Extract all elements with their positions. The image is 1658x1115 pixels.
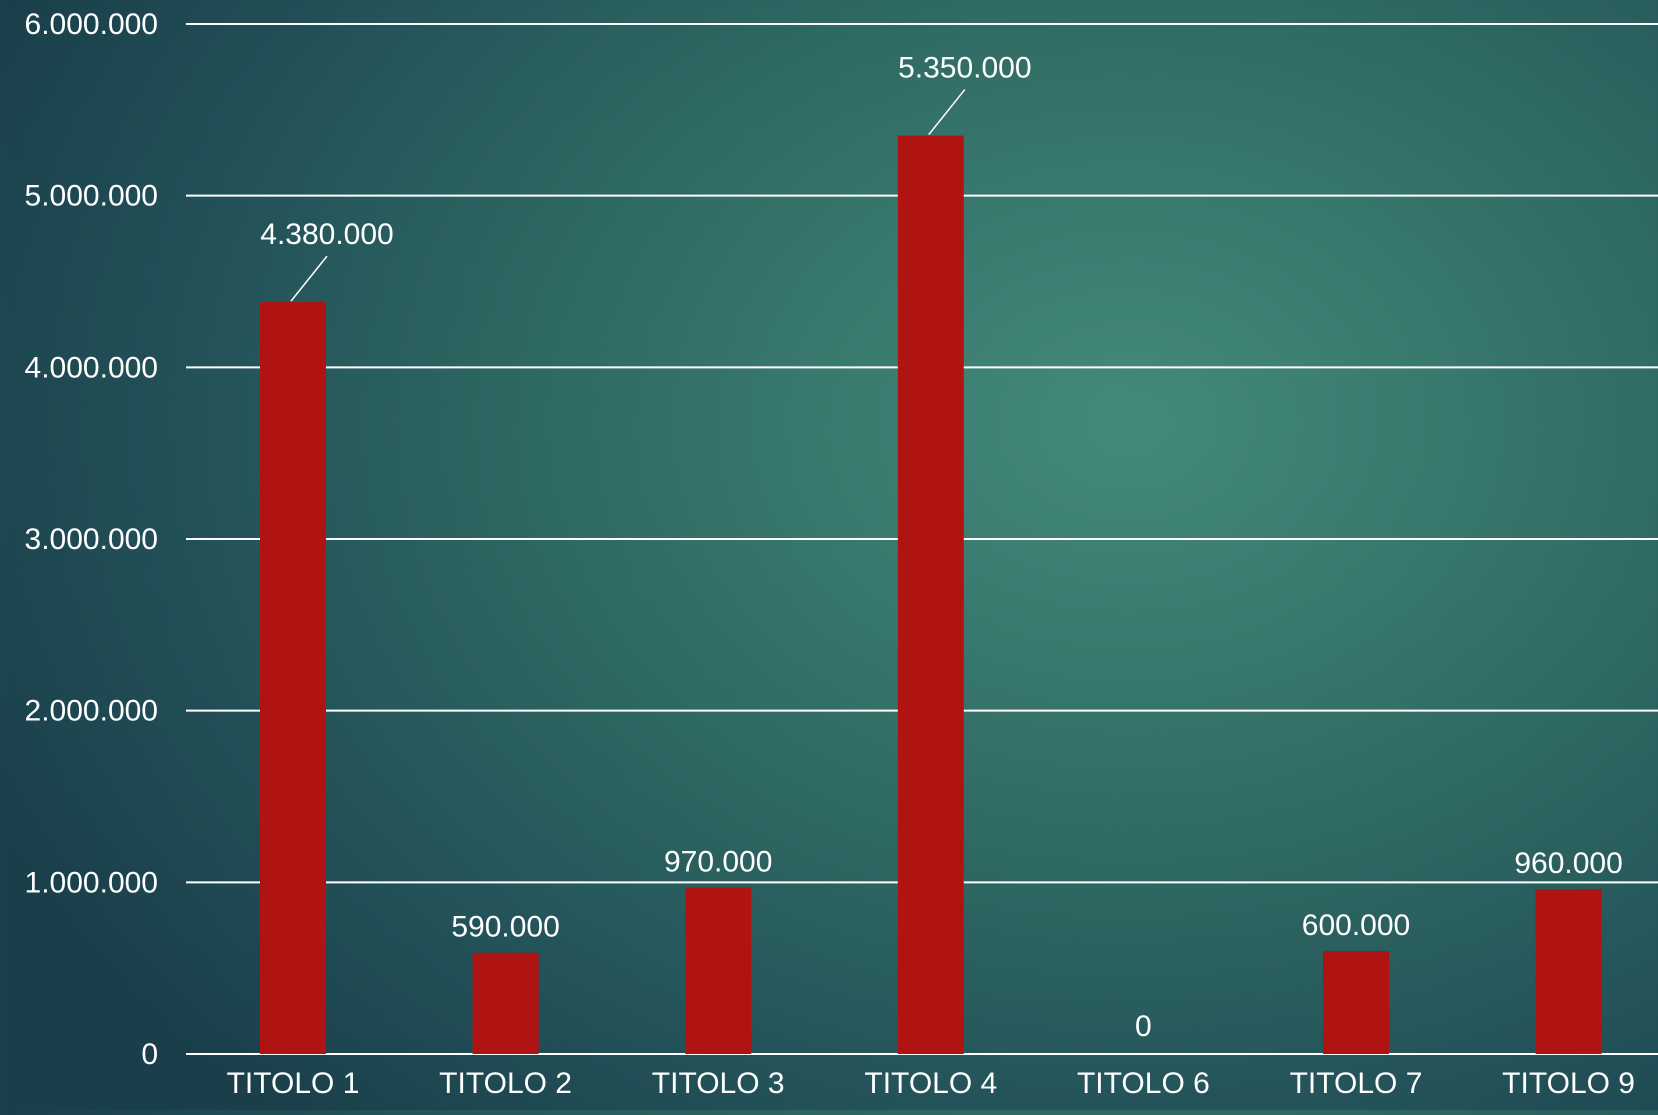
bar [1323,951,1389,1054]
data-label-leader-line [290,255,328,302]
data-label: 960.000 [1514,847,1622,880]
data-label: 970.000 [664,845,772,878]
bar [897,135,964,1055]
x-category-label: TITOLO 1 [227,1067,360,1100]
x-axis-category-labels: TITOLO 1 TITOLO 2 TITOLO 3 TITOLO 4 TITOLO 6… [227,1067,1635,1100]
x-category-label: TITOLO 4 [864,1067,997,1100]
data-label: 590.000 [451,911,559,944]
x-category-label: TITOLO 6 [1077,1067,1210,1100]
y-tick-label: 4.000.000 [25,351,158,384]
data-labels: 4.380.000 590.000 970.000 5.350.000 0 600.000… [260,52,1623,1043]
bar [685,887,752,1054]
y-tick-label: 1.000.000 [25,866,158,899]
data-label: 5.350.000 [898,52,1031,85]
x-category-label: TITOLO 3 [652,1067,785,1100]
x-category-label: TITOLO 7 [1290,1067,1423,1100]
y-tick-label: 6.000.000 [25,8,158,41]
bars [260,135,1602,1055]
x-category-label: TITOLO 2 [439,1067,572,1100]
data-label: 0 [1135,1010,1152,1043]
y-tick-label: 5.000.000 [25,180,158,213]
data-label: 600.000 [1302,909,1410,942]
y-tick-label: 3.000.000 [25,523,158,556]
y-tick-label: 0 [141,1038,158,1071]
bar [1535,889,1602,1054]
bar [260,302,326,1055]
y-axis-tick-labels: 0 1.000.000 2.000.000 3.000.000 4.000.000 5.0… [25,8,158,1071]
data-label: 4.380.000 [260,218,393,251]
y-tick-label: 2.000.000 [25,695,158,728]
bar [472,952,539,1054]
data-label-leader-line [928,89,966,136]
x-category-label: TITOLO 9 [1502,1067,1635,1100]
